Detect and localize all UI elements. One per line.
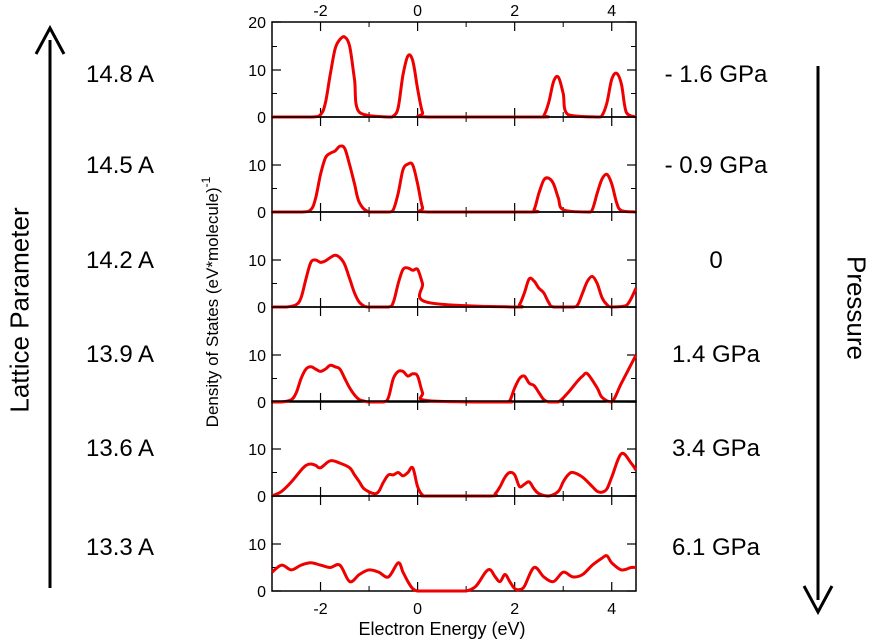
y-tick-label: 20 (248, 15, 266, 32)
top-x-tick-label: 2 (510, 3, 519, 20)
top-x-axis: -2 0 2 4 (313, 3, 616, 20)
top-x-tick-label: 4 (607, 3, 616, 20)
pressure-arrow (802, 66, 834, 616)
y-tick-label: 10 (248, 63, 266, 80)
bottom-x-tick-label: 0 (413, 601, 422, 618)
pressure-label-2: 0 (709, 247, 723, 274)
lattice-label-1: 14.5 A (86, 152, 155, 179)
panel-0: 0 10 20 (248, 15, 637, 127)
y-tick-label: 0 (257, 489, 266, 506)
pressure-label-4: 3.4 GPa (671, 435, 761, 462)
panel-frame (271, 400, 637, 497)
y-axis-label-superscript: -1 (199, 176, 213, 187)
lattice-label-3: 13.9 A (86, 341, 155, 368)
panel-3: 0 10 (248, 306, 638, 412)
pressure-label-5: 6.1 GPa (671, 534, 761, 561)
pressure-label-3: 1.4 GPa (671, 341, 761, 368)
y-tick-label: 0 (257, 300, 266, 317)
y-tick-label: 10 (248, 442, 266, 459)
dos-series-line-2 (271, 253, 638, 309)
pressure-title: Pressure (841, 255, 872, 361)
bottom-x-axis: -2 0 2 4 (313, 601, 616, 618)
y-axis-label-text: Density of States (eV*molecule) (203, 187, 222, 427)
dos-series-line-3 (272, 354, 638, 404)
lattice-label-2: 14.2 A (86, 247, 155, 274)
dos-series-line-4 (271, 451, 638, 498)
lattice-arrow (34, 24, 66, 588)
x-axis-label: Electron Energy (eV) (358, 619, 525, 639)
lattice-parameter-title: Lattice Parameter (4, 207, 35, 413)
pressure-label-0: - 1.6 GPa (664, 61, 768, 88)
lattice-label-0: 14.8 A (86, 61, 155, 88)
dos-panels: 0 10 20 0 10 0 10 0 10 0 10 0 10 (248, 15, 638, 601)
panel-2: 0 10 (248, 211, 638, 317)
bottom-x-tick-label: -2 (313, 601, 327, 618)
y-tick-label: 0 (257, 395, 266, 412)
y-tick-label: 10 (248, 158, 266, 175)
bottom-x-tick-label: 4 (607, 601, 616, 618)
panel-1: 0 10 (248, 116, 637, 222)
y-tick-label: 0 (257, 205, 266, 222)
top-x-tick-label: -2 (313, 3, 327, 20)
y-tick-label: 0 (257, 584, 266, 601)
y-tick-label: 0 (257, 110, 266, 127)
y-axis-label: Density of States (eV*molecule)-1 (199, 176, 222, 427)
top-x-tick-label: 0 (413, 3, 422, 20)
panel-frame (271, 306, 637, 403)
dos-series-line-0 (272, 35, 637, 119)
panel-4: 0 10 (248, 400, 638, 506)
y-tick-label: 10 (248, 348, 266, 365)
panel-5: 0 10 (248, 495, 637, 601)
y-tick-label: 10 (248, 253, 266, 270)
pressure-label-1: - 0.9 GPa (664, 152, 768, 179)
lattice-label-4: 13.6 A (86, 435, 155, 462)
bottom-x-tick-label: 2 (510, 601, 519, 618)
dos-series-line-5 (271, 554, 637, 593)
dos-series-line-1 (272, 144, 637, 214)
panel-frame (271, 116, 637, 213)
lattice-label-5: 13.3 A (86, 534, 155, 561)
y-tick-label: 10 (248, 537, 266, 554)
